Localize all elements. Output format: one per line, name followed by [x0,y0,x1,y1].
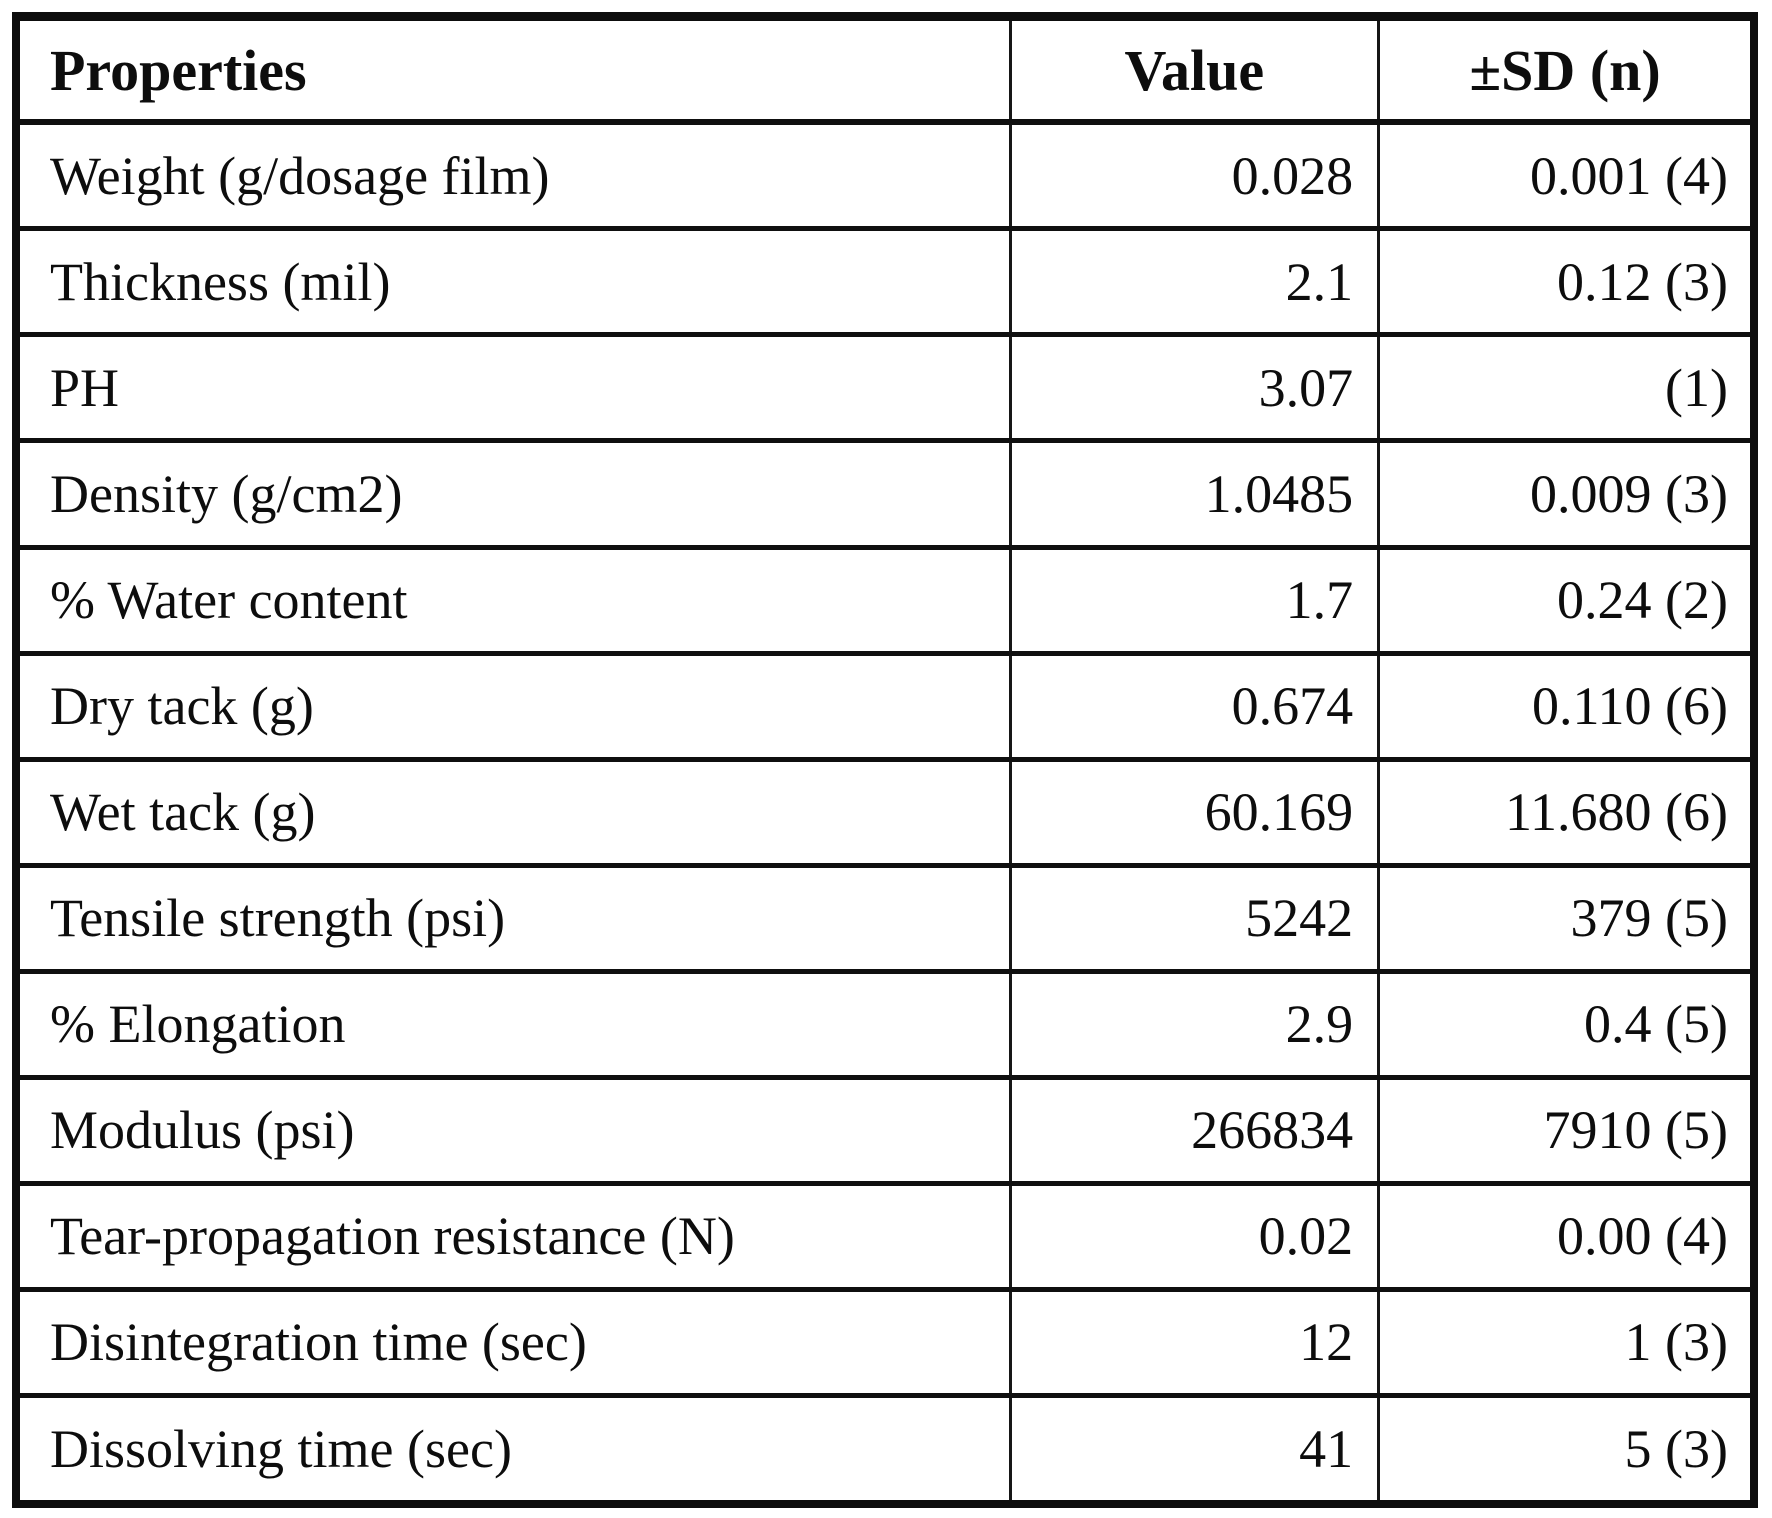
header-properties: Properties [14,14,1012,125]
table-body: Weight (g/dosage film) 0.028 0.001 (4) Thic… [14,119,1756,1507]
cell-value: 41 [1008,1393,1381,1507]
cell-property: PH [14,332,1012,444]
cell-sd: 379 (5) [1377,862,1756,974]
cell-value: 1.7 [1008,544,1381,656]
cell-sd: 0.12 (3) [1377,226,1756,338]
table-row: Modulus (psi) 266834 7910 (5) [14,1074,1756,1186]
table-row: Tensile strength (psi) 5242 379 (5) [14,862,1756,974]
table-row: Wet tack (g) 60.169 11.680 (6) [14,756,1756,868]
cell-property: % Elongation [14,968,1012,1080]
cell-value: 2.9 [1008,968,1381,1080]
cell-value: 3.07 [1008,332,1381,444]
cell-sd: 0.001 (4) [1377,119,1756,232]
table-row: Disintegration time (sec) 12 1 (3) [14,1286,1756,1399]
table-row: Thickness (mil) 2.1 0.12 (3) [14,226,1756,338]
header-row: Properties Value ±SD (n) [14,14,1756,125]
cell-property: Disintegration time (sec) [14,1286,1012,1399]
cell-sd: 0.24 (2) [1377,544,1756,656]
cell-property: Thickness (mil) [14,226,1012,338]
cell-value: 5242 [1008,862,1381,974]
cell-value: 266834 [1008,1074,1381,1186]
cell-value: 1.0485 [1008,438,1381,550]
cell-property: Wet tack (g) [14,756,1012,868]
cell-property: Tensile strength (psi) [14,862,1012,974]
cell-value: 2.1 [1008,226,1381,338]
table-row: PH 3.07 (1) [14,332,1756,444]
table-row: Tear-propagation resistance (N) 0.02 0.00 … [14,1180,1756,1292]
table-row: % Elongation 2.9 0.4 (5) [14,968,1756,1080]
cell-value: 12 [1008,1286,1381,1399]
table-row: Dissolving time (sec) 41 5 (3) [14,1393,1756,1507]
table-row: % Water content 1.7 0.24 (2) [14,544,1756,656]
cell-property: % Water content [14,544,1012,656]
cell-property: Density (g/cm2) [14,438,1012,550]
cell-sd: 5 (3) [1377,1393,1756,1507]
cell-value: 0.028 [1008,119,1381,232]
cell-value: 60.169 [1008,756,1381,868]
cell-sd: 0.009 (3) [1377,438,1756,550]
cell-property: Weight (g/dosage film) [14,119,1012,232]
cell-sd: 7910 (5) [1377,1074,1756,1186]
cell-property: Tear-propagation resistance (N) [14,1180,1012,1292]
cell-sd: 0.00 (4) [1377,1180,1756,1292]
cell-sd: 0.4 (5) [1377,968,1756,1080]
cell-sd: 11.680 (6) [1377,756,1756,868]
cell-sd: (1) [1377,332,1756,444]
table-row: Dry tack (g) 0.674 0.110 (6) [14,650,1756,762]
cell-property: Modulus (psi) [14,1074,1012,1186]
cell-value: 0.674 [1008,650,1381,762]
table-row: Density (g/cm2) 1.0485 0.009 (3) [14,438,1756,550]
header-value: Value [1008,14,1381,125]
cell-sd: 0.110 (6) [1377,650,1756,762]
header-sd: ±SD (n) [1377,14,1756,125]
cell-sd: 1 (3) [1377,1286,1756,1399]
cell-value: 0.02 [1008,1180,1381,1292]
table-row: Weight (g/dosage film) 0.028 0.001 (4) [14,119,1756,232]
cell-property: Dissolving time (sec) [14,1393,1012,1507]
cell-property: Dry tack (g) [14,650,1012,762]
film-properties-table: Properties Value ±SD (n) Weight (g/dosag… [12,12,1758,1508]
